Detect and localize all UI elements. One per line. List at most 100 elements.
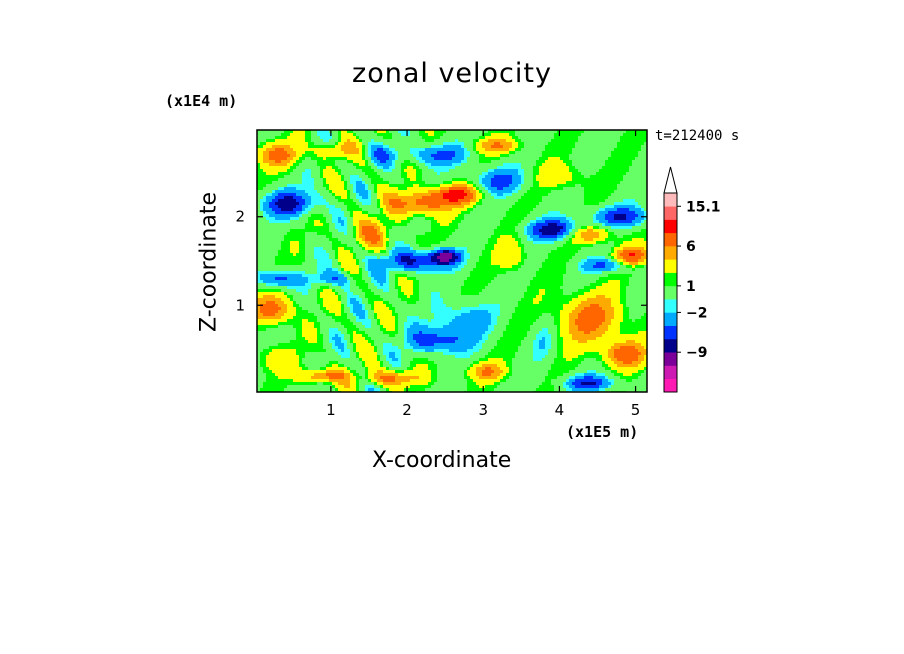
heatmap-cell	[623, 175, 627, 179]
heatmap-cell	[455, 196, 459, 200]
heatmap-cell	[260, 187, 264, 191]
heatmap-cell	[470, 187, 474, 191]
heatmap-cell	[500, 187, 504, 191]
heatmap-cell	[482, 199, 486, 203]
heatmap-cell	[491, 226, 495, 230]
heatmap-cell	[443, 178, 447, 182]
heatmap-cell	[539, 220, 543, 224]
heatmap-cell	[401, 136, 405, 140]
heatmap-cell	[614, 181, 618, 185]
heatmap-cell	[563, 130, 567, 134]
heatmap-cell	[446, 178, 450, 182]
heatmap-cell	[500, 211, 504, 215]
heatmap-cell	[542, 166, 546, 170]
heatmap-cell	[359, 211, 363, 215]
heatmap-cell	[377, 223, 381, 227]
heatmap-cell	[272, 172, 276, 176]
heatmap-cell	[518, 202, 522, 206]
heatmap-cell	[548, 172, 552, 176]
heatmap-cell	[509, 163, 513, 167]
heatmap-cell	[500, 241, 504, 245]
heatmap-cell	[362, 205, 366, 209]
heatmap-cell	[323, 226, 327, 230]
heatmap-cell	[287, 139, 291, 143]
heatmap-cell	[395, 145, 399, 149]
heatmap-cell	[413, 238, 417, 242]
heatmap-cell	[266, 160, 270, 164]
heatmap-cell	[296, 193, 300, 197]
heatmap-cell	[533, 178, 537, 182]
heatmap-cell	[344, 238, 348, 242]
heatmap-cell	[545, 166, 549, 170]
heatmap-cell	[278, 217, 282, 221]
heatmap-cell	[530, 226, 534, 230]
heatmap-cell	[380, 208, 384, 212]
heatmap-cell	[407, 187, 411, 191]
heatmap-cell	[377, 214, 381, 218]
heatmap-cell	[302, 145, 306, 149]
heatmap-cell	[299, 187, 303, 191]
heatmap-cell	[299, 154, 303, 158]
heatmap-cell	[272, 220, 276, 224]
heatmap-cell	[560, 136, 564, 140]
heatmap-cell	[518, 130, 522, 134]
heatmap-cell	[488, 160, 492, 164]
heatmap-cell	[557, 172, 561, 176]
heatmap-cell	[365, 196, 369, 200]
heatmap-cell	[290, 154, 294, 158]
heatmap-cell	[383, 175, 387, 179]
heatmap-cell	[302, 184, 306, 188]
heatmap-cell	[353, 223, 357, 227]
heatmap-cell	[311, 145, 315, 149]
heatmap-cell	[635, 211, 639, 215]
heatmap-cell	[398, 244, 402, 248]
heatmap-cell	[272, 133, 276, 137]
heatmap-cell	[332, 220, 336, 224]
heatmap-cell	[614, 160, 618, 164]
heatmap-cell	[563, 157, 567, 161]
heatmap-cell	[506, 238, 510, 242]
heatmap-cell	[599, 139, 603, 143]
heatmap-cell	[506, 223, 510, 227]
heatmap-cell	[347, 244, 351, 248]
heatmap-cell	[593, 175, 597, 179]
heatmap-cell	[308, 190, 312, 194]
heatmap-cell	[311, 178, 315, 182]
heatmap-cell	[515, 205, 519, 209]
heatmap-cell	[431, 148, 435, 152]
heatmap-cell	[596, 163, 600, 167]
heatmap-cell	[536, 202, 540, 206]
heatmap-cell	[350, 187, 354, 191]
heatmap-cell	[518, 211, 522, 215]
heatmap-cell	[593, 160, 597, 164]
heatmap-cell	[602, 208, 606, 212]
heatmap-cell	[335, 157, 339, 161]
heatmap-cell	[572, 196, 576, 200]
heatmap-cell	[452, 199, 456, 203]
heatmap-cell	[458, 202, 462, 206]
heatmap-cell	[509, 220, 513, 224]
heatmap-cell	[560, 226, 564, 230]
heatmap-cell	[596, 151, 600, 155]
heatmap-cell	[491, 136, 495, 140]
heatmap-cell	[644, 199, 647, 203]
heatmap-cell	[320, 241, 324, 245]
heatmap-cell	[353, 130, 357, 134]
heatmap-cell	[395, 148, 399, 152]
heatmap-cell	[608, 217, 612, 221]
heatmap-cell	[377, 139, 381, 143]
heatmap-cell	[545, 184, 549, 188]
heatmap-cell	[404, 223, 408, 227]
heatmap-cell	[635, 160, 639, 164]
heatmap-cell	[290, 214, 294, 218]
heatmap-cell	[455, 130, 459, 134]
heatmap-cell	[476, 190, 480, 194]
heatmap-cell	[275, 184, 279, 188]
heatmap-cell	[449, 187, 453, 191]
heatmap-cell	[308, 238, 312, 242]
heatmap-cell	[617, 136, 621, 140]
heatmap-cell	[386, 169, 390, 173]
heatmap-cell	[539, 166, 543, 170]
heatmap-cell	[308, 184, 312, 188]
heatmap-cell	[527, 205, 531, 209]
